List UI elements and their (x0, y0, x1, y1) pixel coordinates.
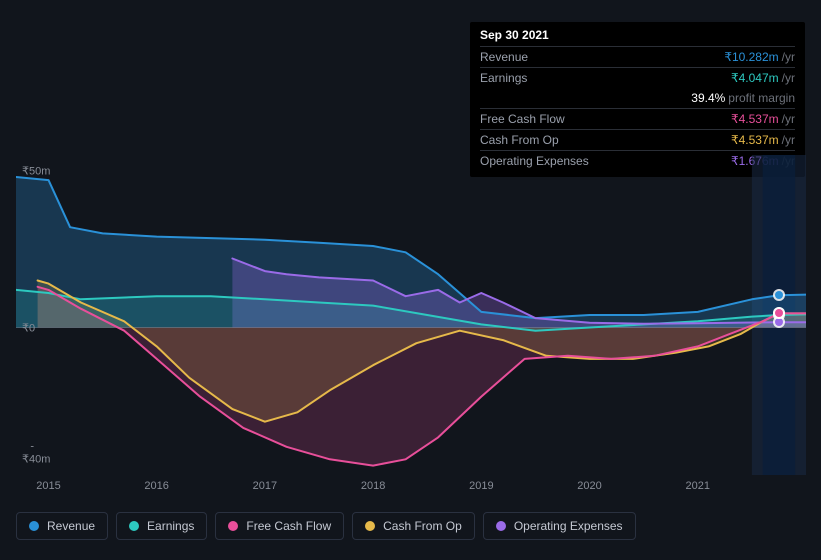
tooltip-row: 39.4%profit margin (480, 88, 795, 108)
chart-marker (775, 309, 783, 317)
y-axis-label: ₹0 (22, 321, 34, 334)
x-axis-label: 2019 (469, 480, 493, 492)
legend-item-revenue[interactable]: Revenue (16, 512, 108, 540)
tooltip-row: Free Cash Flow ₹4.537m/yr (480, 108, 795, 129)
legend-swatch (228, 521, 238, 531)
legend-item-earnings[interactable]: Earnings (116, 512, 207, 540)
x-axis-label: 2017 (253, 480, 277, 492)
tooltip-row-label: Free Cash Flow (480, 111, 565, 127)
tooltip-date: Sep 30 2021 (480, 28, 795, 46)
tooltip-row-label: Revenue (480, 49, 528, 65)
x-axis-label: 2020 (577, 480, 601, 492)
chart-marker (775, 318, 783, 326)
legend-item-cash-from-op[interactable]: Cash From Op (352, 512, 475, 540)
legend-label: Revenue (47, 519, 95, 533)
tooltip-row: Earnings ₹4.047m/yr (480, 67, 795, 88)
legend-item-operating-expenses[interactable]: Operating Expenses (483, 512, 636, 540)
tooltip-row-value: 39.4%profit margin (691, 90, 795, 106)
tooltip-row-value: ₹4.047m/yr (731, 70, 795, 86)
financials-chart[interactable]: ₹50m ₹0 -₹40m (16, 155, 806, 495)
x-axis: 2015 2016 2017 2018 2019 2020 2021 (16, 480, 806, 500)
legend-label: Cash From Op (383, 519, 462, 533)
x-axis-label: 2018 (361, 480, 385, 492)
y-axis-label: ₹50m (22, 164, 34, 177)
tooltip-row-value: ₹4.537m/yr (731, 132, 795, 148)
x-axis-label: 2016 (144, 480, 168, 492)
tooltip-row: Revenue ₹10.282m/yr (480, 46, 795, 67)
legend-swatch (496, 521, 506, 531)
tooltip-row-label: Cash From Op (480, 132, 559, 148)
y-axis-label: -₹40m (22, 441, 34, 466)
chart-legend: Revenue Earnings Free Cash Flow Cash From O… (16, 512, 636, 540)
tooltip-row: Cash From Op ₹4.537m/yr (480, 129, 795, 150)
legend-swatch (365, 521, 375, 531)
legend-swatch (29, 521, 39, 531)
legend-label: Free Cash Flow (246, 519, 331, 533)
legend-label: Operating Expenses (514, 519, 623, 533)
tooltip-row-value: ₹10.282m/yr (724, 49, 795, 65)
legend-item-free-cash-flow[interactable]: Free Cash Flow (215, 512, 344, 540)
x-axis-label: 2015 (36, 480, 60, 492)
x-axis-label: 2021 (686, 480, 710, 492)
tooltip-row-label: Earnings (480, 70, 527, 86)
legend-label: Earnings (147, 519, 194, 533)
chart-tooltip: Sep 30 2021 Revenue ₹10.282m/yr Earnings ₹4… (470, 22, 805, 177)
chart-svg (16, 155, 806, 475)
legend-swatch (129, 521, 139, 531)
tooltip-row-value: ₹4.537m/yr (731, 111, 795, 127)
chart-marker (775, 291, 783, 299)
